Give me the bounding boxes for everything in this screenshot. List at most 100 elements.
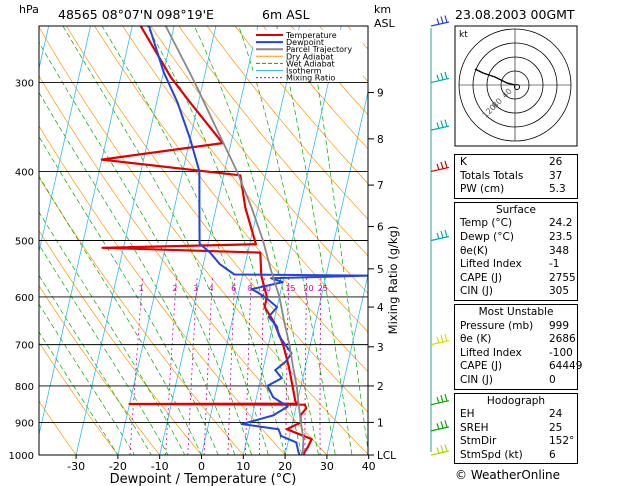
credit: © WeatherOnline: [455, 468, 561, 482]
mixing-ratio-label: 2: [172, 284, 177, 293]
wet-adiabat-line: [308, 26, 368, 453]
wet-adiabat-line: [276, 26, 353, 455]
height-tick-label: 3: [377, 342, 384, 354]
mu-thetae-row: θe (K) 2686: [460, 333, 576, 346]
plot-frame: [38, 25, 369, 456]
pressure-lines: [39, 81, 368, 455]
legend-label: Dry Adiabat: [286, 52, 333, 61]
mixing-ratio-line: [129, 275, 144, 455]
legend-label: Parcel Trajectory: [286, 45, 352, 54]
legend-label: Dewpoint: [286, 38, 324, 47]
wet-adiabat-line: [238, 26, 336, 455]
height-tick-label: LCL: [377, 450, 396, 462]
height-tick-label: 9: [377, 88, 384, 100]
wet-adiabat-line: [193, 26, 319, 455]
isotherm-line: [326, 273, 368, 455]
mu-pressure-row: Pressure (mb) 999: [460, 319, 570, 332]
wet-adiabats: [39, 26, 368, 455]
dry-adiabat-line: [39, 230, 202, 455]
surface-cin-row: CIN (J) 305: [460, 285, 570, 298]
sounding-series: [100, 26, 368, 455]
pressure-tick-label: 900: [15, 418, 34, 429]
totals-totals-row: Totals Totals 37: [460, 169, 563, 182]
temperature-tick-label: 0: [198, 460, 205, 473]
mixing-ratio-label: 20: [303, 284, 313, 293]
indices-table: K 26 Totals Totals 37 PW (cm) 5.3 Surface T…: [454, 154, 582, 467]
wind-barb: [430, 420, 450, 432]
pressure-tick-label: 500: [15, 237, 34, 248]
parcel-trajectory-line: [164, 26, 305, 455]
height-tick-label: 5: [377, 264, 384, 276]
x-axis-label: Dewpoint / Temperature (°C): [110, 472, 297, 486]
mixing-ratio-axis-label: Mixing Ratio (g/kg): [386, 226, 400, 335]
storm-motion-marker: [514, 84, 520, 90]
wet-adiabat-line: [39, 91, 236, 455]
surface-cape-row: CAPE (J) 2755: [460, 271, 576, 284]
wind-barb: [430, 119, 450, 131]
mixing-ratio-line: [165, 275, 177, 455]
hodograph-ring-label: 40: [500, 87, 514, 101]
dry-adiabat-line: [65, 26, 368, 413]
dry-adiabat-line: [178, 26, 368, 257]
surface-dewp-row: Dewp (°C) 23.5: [460, 230, 573, 243]
isotherm-line: [117, 26, 217, 455]
temperature-tick-label: 30: [320, 460, 334, 473]
hodograph-trace: [474, 68, 516, 86]
mixing-ratio-line: [203, 275, 213, 455]
pressure-tick-label: 800: [15, 382, 34, 393]
wet-adiabat-line: [39, 303, 136, 455]
sounding-datetime: 23.08.2003 00GMT: [455, 7, 575, 22]
mixing-ratio-label: 3: [193, 284, 198, 293]
hodograph-box: Hodograph EH 24 SREH 25 StmDir 152° StmSpd …: [454, 392, 578, 465]
wind-barb: [430, 15, 450, 27]
wet-adiabat-line: [39, 274, 152, 455]
precipitable-water-row: PW (cm) 5.3: [460, 183, 566, 196]
wet-adiabat-line: [39, 175, 202, 455]
dry-adiabat-line: [150, 26, 368, 294]
mu-cin-row: CIN (J) 0: [460, 373, 556, 386]
mixing-ratio-label: 8: [248, 284, 253, 293]
dry-adiabat-line: [39, 176, 244, 455]
wet-adiabat-line: [39, 136, 219, 455]
height-tick-label: 4: [377, 302, 384, 314]
mixing-ratio-label: 15: [285, 284, 295, 293]
legend-label: Mixing Ratio: [286, 74, 335, 83]
hodograph-title: Hodograph: [486, 394, 546, 407]
isotherm-line: [201, 26, 300, 455]
surface-temp-row: Temp (°C) 24.2: [460, 217, 573, 230]
surface-title: Surface: [495, 203, 536, 216]
temperature-tick-label: 20: [278, 460, 292, 473]
k-index-row: K 26: [460, 156, 563, 168]
temperature-tick-label: -30: [67, 460, 85, 473]
legend-label: Temperature: [285, 31, 337, 40]
mixing-ratio-labels: 1 2 3 4 6 8 10 15 20 25: [139, 284, 328, 293]
height-tick-label: 1: [377, 417, 384, 429]
temperature-axis: -30 -20 -10 0 10 20 30 40: [67, 455, 376, 473]
wind-barb: [430, 333, 450, 346]
wind-barb: [430, 160, 450, 173]
stability-indices-box: K 26 Totals Totals 37 PW (cm) 5.3: [454, 154, 578, 199]
height-tick-label: 6: [377, 222, 384, 234]
station-info: 48565 08°07'N 098°19'E: [58, 7, 214, 22]
wind-profile: [430, 15, 450, 456]
temperature-tick-label: -10: [151, 460, 169, 473]
pressure-tick-label: 1000: [9, 451, 34, 462]
wind-barb: [430, 71, 450, 84]
pressure-tick-label: 300: [15, 78, 34, 89]
height-tick-label: 8: [377, 134, 384, 146]
dewpoint-line: [148, 26, 368, 455]
mixing-ratio-line: [245, 275, 252, 455]
mixing-ratio-line: [187, 275, 198, 455]
mixing-ratio-line: [227, 275, 236, 455]
isotherm-line: [159, 26, 259, 455]
wet-adiabat-line: [101, 26, 286, 455]
wet-adiabat-line: [39, 244, 169, 455]
isotherm-line: [0, 13, 10, 470]
wind-barb: [430, 229, 450, 242]
station-elevation: 6m ASL: [262, 7, 310, 22]
surface-thetae-row: θe(K) 348: [460, 244, 570, 257]
mu-lifted-index-row: Lifted Index -100: [460, 346, 573, 359]
